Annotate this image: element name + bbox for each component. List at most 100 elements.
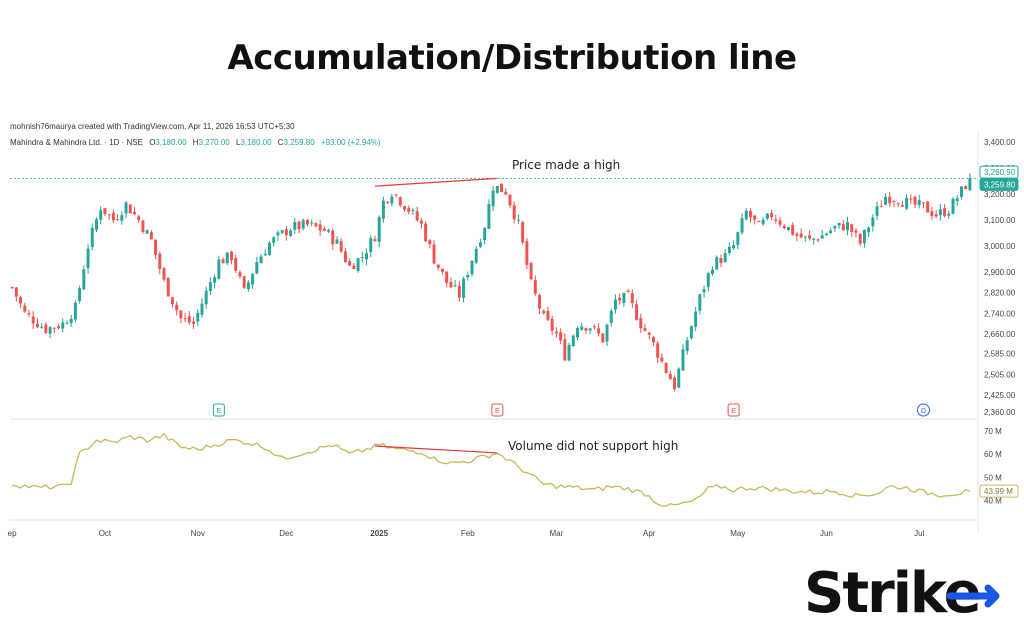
candle-body bbox=[343, 251, 347, 262]
candle-body bbox=[179, 310, 183, 319]
candle-body bbox=[592, 326, 596, 328]
candle-body bbox=[31, 316, 35, 324]
price-tick-label: 3,400.00 bbox=[984, 138, 1016, 147]
candle-body bbox=[626, 290, 630, 293]
candle-body bbox=[99, 210, 103, 220]
candle-body bbox=[609, 310, 613, 323]
candle-body bbox=[862, 230, 866, 244]
candlestick-series bbox=[10, 173, 972, 392]
candle-body bbox=[554, 331, 558, 334]
candle-body bbox=[778, 220, 782, 225]
candle-body bbox=[689, 326, 693, 339]
candle-body bbox=[221, 259, 225, 264]
candle-body bbox=[968, 178, 972, 191]
candle-body bbox=[664, 362, 668, 373]
candle-body bbox=[462, 278, 466, 298]
volume-high-trendline bbox=[374, 445, 498, 454]
ohlc-open-label: O bbox=[149, 138, 155, 147]
strike-logo-arrow bbox=[946, 584, 1000, 608]
tradingview-chart: mohnish76maurya created with TradingView… bbox=[0, 112, 1024, 552]
candle-body bbox=[398, 197, 402, 206]
candle-body bbox=[318, 224, 322, 231]
ohlc-low-value: 3,180.00 bbox=[240, 138, 272, 147]
time-tick-label: May bbox=[730, 529, 745, 538]
candle-body bbox=[208, 282, 212, 292]
candle-body bbox=[930, 211, 934, 217]
candle-body bbox=[521, 221, 525, 243]
candle-body bbox=[255, 261, 259, 274]
candle-body bbox=[491, 190, 495, 207]
candle-body bbox=[896, 203, 900, 205]
candle-body bbox=[314, 223, 318, 227]
candle-body bbox=[415, 211, 419, 221]
earnings-marker-icon bbox=[727, 403, 740, 417]
candle-body bbox=[369, 238, 373, 253]
candle-body bbox=[618, 297, 622, 301]
candle-body bbox=[78, 288, 82, 302]
candle-body bbox=[310, 222, 314, 224]
candle-body bbox=[685, 340, 689, 352]
event-marker-label: E bbox=[731, 408, 736, 415]
candle-body bbox=[483, 228, 487, 241]
candle-body bbox=[660, 357, 664, 362]
time-tick-label: Mar bbox=[550, 529, 564, 538]
candle-body bbox=[65, 322, 69, 324]
candle-body bbox=[803, 236, 807, 238]
ohlc-close-label: C bbox=[278, 138, 284, 147]
candle-body bbox=[183, 318, 187, 320]
candle-body bbox=[584, 328, 588, 331]
candle-body bbox=[529, 262, 533, 280]
candle-body bbox=[947, 213, 951, 216]
ohlc-high-value: 3,270.00 bbox=[199, 138, 231, 147]
candle-body bbox=[124, 202, 128, 214]
candle-body bbox=[677, 368, 681, 388]
chart-symbol-line: Mahindra & Mahindra Ltd. · 1D · NSE O3,1… bbox=[10, 138, 381, 147]
candle-body bbox=[546, 310, 550, 320]
price-tick-label: 3,000.00 bbox=[984, 242, 1016, 251]
candle-body bbox=[782, 225, 786, 229]
candle-body bbox=[213, 277, 217, 283]
candle-body bbox=[808, 235, 812, 239]
price-high-trendline bbox=[374, 177, 498, 187]
earnings-marker-icon bbox=[212, 403, 225, 417]
ad-value-tag-label: 43.99 M bbox=[984, 487, 1013, 496]
candle-body bbox=[331, 230, 335, 245]
candle-body bbox=[959, 186, 963, 197]
candle-body bbox=[10, 287, 14, 289]
event-marker-label: E bbox=[495, 408, 500, 415]
candle-body bbox=[829, 230, 833, 234]
candle-body bbox=[879, 206, 883, 208]
candle-body bbox=[175, 304, 179, 311]
candle-body bbox=[647, 332, 651, 335]
time-axis[interactable]: ep Oct Nov Dec 2025 Feb Mar Apr May Jun Jul bbox=[8, 529, 925, 538]
candle-body bbox=[339, 241, 343, 252]
candle-body bbox=[576, 327, 579, 338]
annotations: Price made a high Volume did not support… bbox=[374, 158, 678, 454]
price-tick-label: 2,425.00 bbox=[984, 391, 1016, 400]
candle-body bbox=[934, 214, 938, 217]
candle-body bbox=[786, 227, 790, 230]
candle-body bbox=[588, 328, 592, 331]
candle-body bbox=[757, 221, 761, 223]
time-tick-label: Nov bbox=[191, 529, 205, 538]
candle-body bbox=[432, 244, 436, 264]
candle-body bbox=[436, 264, 440, 268]
ad-tick-label: 70 M bbox=[984, 427, 1002, 436]
candle-body bbox=[14, 287, 18, 297]
candle-body bbox=[542, 310, 546, 314]
ad-value-tag bbox=[979, 484, 1019, 498]
ohlc-high-label: H bbox=[193, 138, 199, 147]
candle-body bbox=[926, 201, 930, 213]
candle-body bbox=[858, 234, 862, 244]
candle-body bbox=[57, 326, 60, 329]
candle-body bbox=[740, 218, 744, 233]
candle-body bbox=[622, 292, 626, 304]
candle-body bbox=[390, 196, 394, 204]
candle-body bbox=[196, 312, 200, 322]
candle-body bbox=[816, 239, 820, 241]
candle-body bbox=[453, 285, 457, 287]
candle-body bbox=[52, 327, 56, 329]
candle-body bbox=[234, 258, 238, 271]
ohlc-close-value: 3,259.80 bbox=[284, 138, 316, 147]
candle-body bbox=[824, 233, 828, 236]
